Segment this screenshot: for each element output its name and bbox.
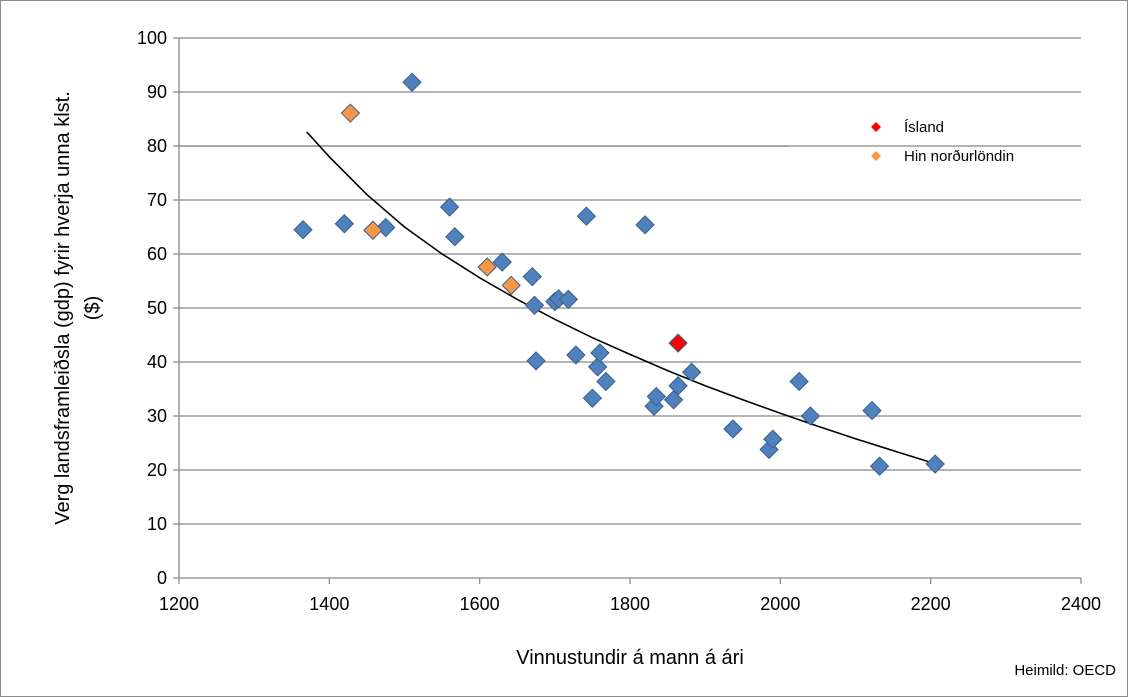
data-point-other [576, 206, 597, 226]
y-tick-label: 20 [147, 460, 167, 480]
y-axis-title-line-2: ($) [82, 296, 104, 320]
x-tick-label: 2400 [1061, 594, 1101, 614]
x-tick-label: 2000 [760, 594, 800, 614]
data-point-nordic [477, 257, 497, 277]
data-point-iceland [668, 333, 688, 353]
y-tick-label: 60 [147, 244, 167, 264]
data-point-other [334, 214, 355, 234]
data-point-other [789, 371, 809, 392]
data-point-other [668, 376, 688, 396]
axes [178, 38, 1082, 584]
data-point-other [723, 419, 743, 439]
y-tick-label: 40 [147, 352, 167, 372]
data-point-other [596, 371, 616, 392]
y-tick-label: 0 [157, 568, 167, 588]
data-point-other [681, 362, 702, 382]
data-point-other [869, 456, 890, 476]
x-tick-label: 1400 [309, 594, 349, 614]
data-point-other [402, 72, 422, 92]
data-point-other [293, 219, 313, 240]
legend: Ísland Hin norðurlöndin [871, 119, 1014, 165]
x-tick-label: 1600 [460, 594, 500, 614]
data-point-other [587, 357, 608, 377]
data-point-other [526, 351, 546, 371]
data-point-nordic [501, 275, 521, 296]
data-point-other [524, 295, 545, 316]
data-point-other [925, 454, 945, 474]
data-point-other [635, 215, 655, 235]
x-tick-label: 1200 [159, 594, 199, 614]
data-point-other [590, 343, 610, 363]
x-tick-labels: 1200 1400 1600 1800 2000 2200 2400 [159, 594, 1101, 614]
y-tick-label: 90 [147, 82, 167, 102]
data-point-other [763, 429, 783, 449]
y-tick-label: 10 [147, 514, 167, 534]
data-point-other [558, 289, 579, 310]
data-point-other [376, 217, 396, 238]
data-points [293, 72, 945, 476]
data-point-other [800, 406, 821, 426]
legend-marker [871, 122, 881, 132]
legend-label: Hin norðurlöndin [904, 148, 1014, 165]
x-tick-label: 1800 [610, 594, 650, 614]
y-tick-label: 80 [147, 136, 167, 156]
x-tick-label: 2200 [911, 594, 951, 614]
data-point-other [646, 386, 667, 407]
trendline [306, 131, 935, 465]
x-axis-title: Vinnustundir á mann á ári [516, 647, 744, 669]
data-point-other [522, 266, 542, 287]
data-point-other [439, 197, 460, 217]
data-point-nordic [363, 220, 383, 240]
y-tick-labels: 0 10 20 30 40 50 60 70 80 90 100 [137, 28, 167, 588]
y-tick-label: 30 [147, 406, 167, 426]
legend-marker [871, 151, 881, 161]
data-point-other [862, 400, 882, 421]
y-axis-title-line-1: Verg landsframleiðsla (gdp) fyrir hverja… [52, 91, 74, 525]
data-point-other [445, 227, 465, 247]
y-tick-label: 100 [137, 28, 167, 48]
data-point-nordic [340, 103, 361, 123]
y-tick-label: 50 [147, 298, 167, 318]
data-point-other [582, 388, 603, 408]
y-tick-label: 70 [147, 190, 167, 210]
legend-label: Ísland [904, 119, 944, 136]
data-point-other [566, 345, 586, 365]
source-note: Heimild: OECD [1014, 662, 1116, 679]
data-point-other [492, 252, 512, 272]
grid-lines [173, 37, 1081, 579]
